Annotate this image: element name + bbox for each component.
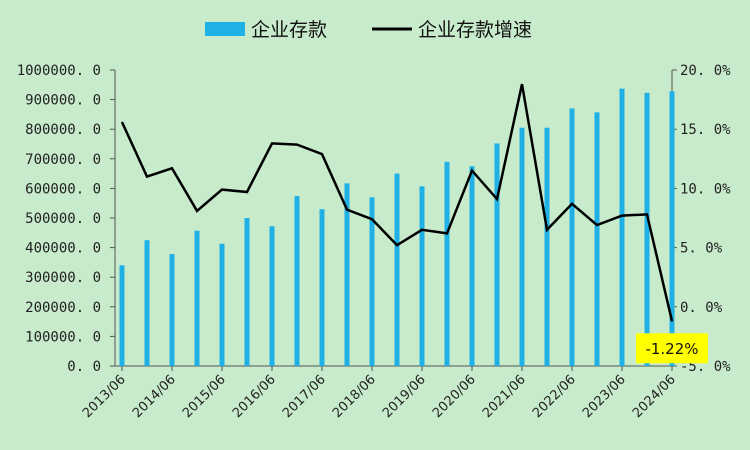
right-tick-label: 20. 0% (680, 63, 731, 79)
left-tick-label: 600000. 0 (25, 181, 101, 197)
bar (244, 218, 250, 366)
left-tick-label: 700000. 0 (25, 152, 101, 168)
bar (144, 240, 150, 366)
bar (544, 127, 550, 366)
x-tick-label: 2018/06 (330, 372, 379, 421)
bar (494, 143, 500, 366)
growth-point (321, 153, 323, 155)
left-tick-label: 800000. 0 (25, 122, 101, 138)
growth-point (521, 83, 523, 85)
x-tick-label: 2016/06 (230, 372, 279, 421)
x-tick-label: 2024/06 (630, 372, 679, 421)
bar (419, 186, 425, 366)
bar (394, 173, 400, 366)
x-tick-label: 2014/06 (130, 372, 179, 421)
x-tick-label: 2020/06 (430, 372, 479, 421)
bar (519, 127, 525, 366)
bar (669, 91, 675, 366)
bar (344, 183, 350, 366)
x-tick-label: 2022/06 (530, 372, 579, 421)
left-tick-label: 200000. 0 (25, 300, 101, 316)
bar (619, 88, 625, 366)
x-tick-label: 2015/06 (180, 372, 229, 421)
growth-point (546, 229, 548, 231)
bar (194, 230, 200, 366)
growth-point (221, 189, 223, 191)
bar (469, 166, 475, 366)
growth-point (346, 209, 348, 211)
growth-point (171, 167, 173, 169)
growth-point (571, 203, 573, 205)
growth-point (196, 210, 198, 212)
growth-point (621, 215, 623, 217)
growth-point (446, 232, 448, 234)
bar (594, 112, 600, 366)
bar (369, 197, 375, 366)
x-tick-label: 2019/06 (380, 372, 429, 421)
growth-point (371, 218, 373, 220)
left-tick-label: 0. 0 (67, 359, 101, 375)
legend-bar-label: 企业存款 (251, 19, 327, 41)
right-tick-label: 15. 0% (680, 122, 731, 138)
x-tick-label: 2021/06 (480, 372, 529, 421)
left-tick-label: 900000. 0 (25, 93, 101, 109)
callout-label: -1.22% (645, 340, 698, 358)
growth-point (146, 176, 148, 178)
x-tick-label: 2023/06 (580, 372, 629, 421)
left-tick-label: 400000. 0 (25, 241, 101, 257)
growth-point (496, 198, 498, 200)
right-tick-label: 0. 0% (680, 300, 723, 316)
growth-point (121, 121, 123, 123)
left-tick-label: 500000. 0 (25, 211, 101, 227)
growth-point (471, 170, 473, 172)
growth-point (246, 191, 248, 193)
left-tick-label: 100000. 0 (25, 329, 101, 345)
bar (319, 209, 325, 366)
legend-bar-swatch (205, 22, 245, 36)
growth-point (271, 142, 273, 144)
growth-point (296, 144, 298, 146)
right-tick-label: 10. 0% (680, 181, 731, 197)
left-tick-label: 1000000. 0 (17, 63, 101, 79)
bar (644, 92, 650, 367)
legend-line-label: 企业存款增速 (418, 19, 532, 41)
growth-point (671, 320, 673, 322)
growth-point (646, 213, 648, 215)
callout-box (636, 333, 708, 364)
right-tick-label: 5. 0% (680, 241, 723, 257)
bar (294, 196, 300, 366)
bar (444, 161, 450, 366)
growth-point (396, 244, 398, 246)
growth-point (421, 229, 423, 231)
bar (169, 254, 175, 366)
left-tick-label: 300000. 0 (25, 270, 101, 286)
bar (569, 108, 575, 366)
growth-point (596, 224, 598, 226)
x-tick-label: 2017/06 (280, 372, 329, 421)
x-tick-label: 2013/06 (80, 372, 129, 421)
bar (219, 243, 225, 366)
bar (269, 226, 275, 366)
bar (119, 265, 125, 366)
